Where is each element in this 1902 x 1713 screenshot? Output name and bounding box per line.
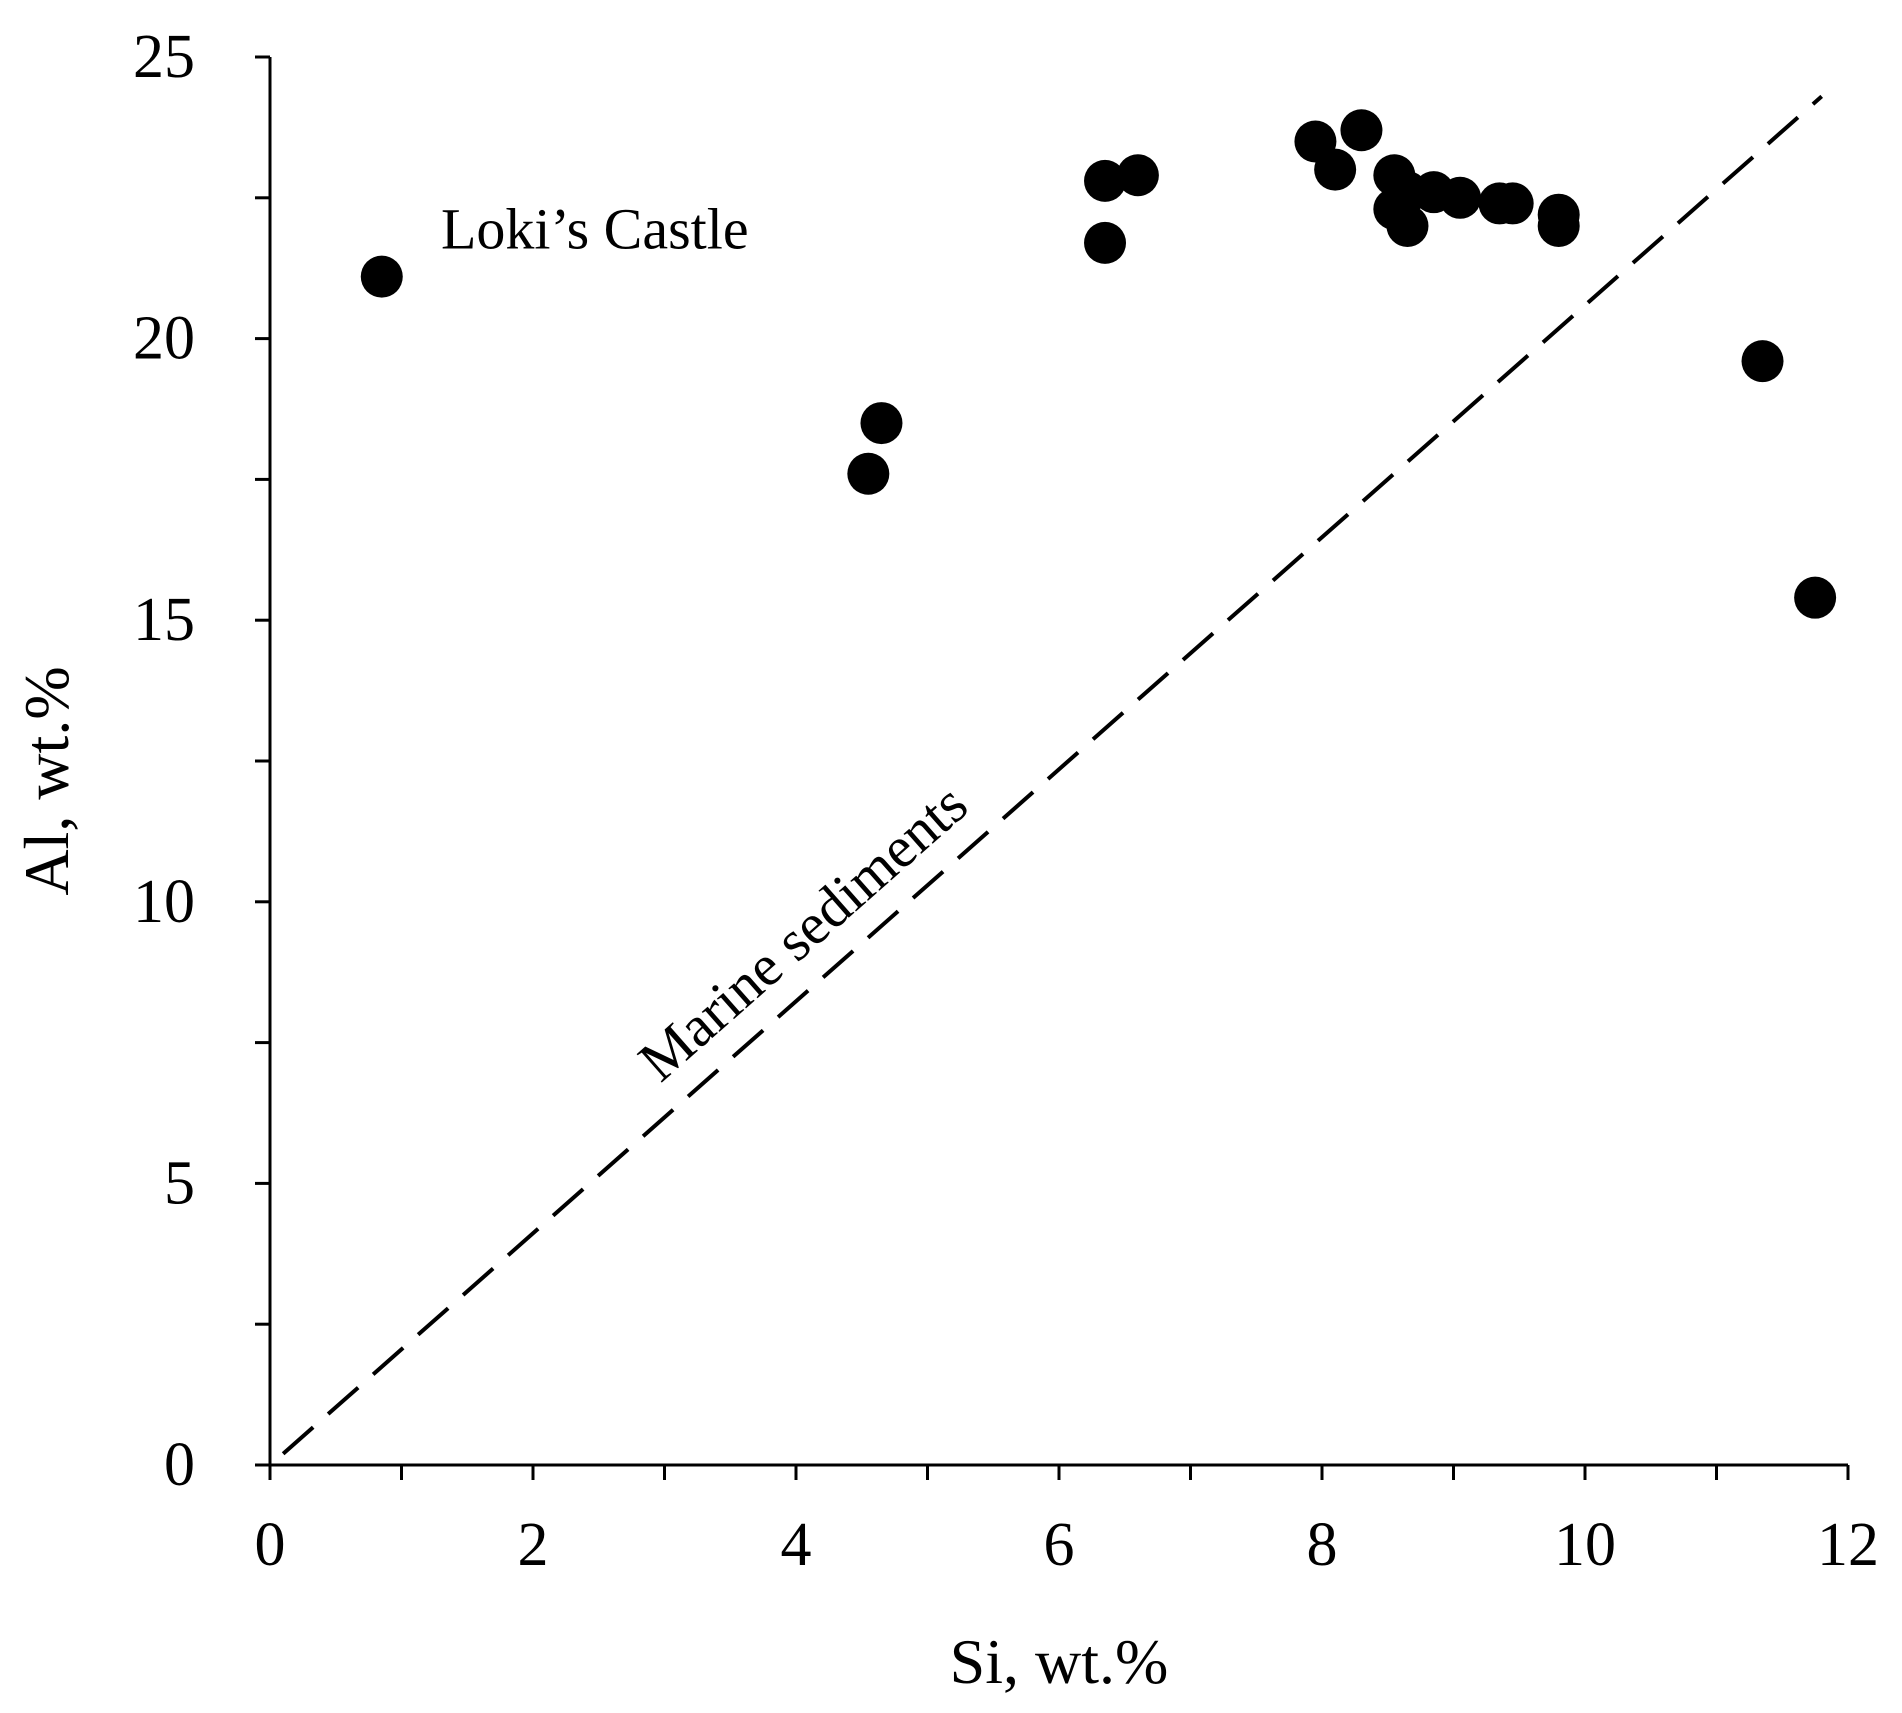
- reference-line-group: Marine sediments: [281, 94, 1824, 1456]
- reference-line: [281, 94, 1824, 1456]
- y-tick-label: 10: [133, 868, 195, 936]
- y-tick-label: 5: [164, 1149, 195, 1217]
- y-axis-title: Al, wt.%: [11, 666, 82, 895]
- x-tick-label: 6: [1044, 1511, 1075, 1579]
- data-point: [1491, 182, 1534, 225]
- x-tick-label: 2: [518, 1511, 549, 1579]
- data-point: [847, 452, 890, 495]
- data-point: [360, 255, 403, 298]
- x-tick-label: 4: [781, 1511, 812, 1579]
- y-tick-label: 0: [164, 1431, 195, 1499]
- data-point: [1340, 109, 1383, 152]
- data-point: [1116, 154, 1159, 197]
- data-point: [1794, 576, 1837, 619]
- x-tick-label: 10: [1554, 1511, 1616, 1579]
- data-point: [860, 402, 903, 445]
- axes: 0 2 4 6 8 10 12 0 5 10 15 20 25: [133, 23, 1879, 1579]
- x-axis-title: Si, wt.%: [950, 1626, 1169, 1697]
- data-point: [1439, 176, 1482, 219]
- data-point: [1314, 148, 1357, 191]
- x-tick-label: 8: [1307, 1511, 1338, 1579]
- data-point: [1084, 221, 1127, 264]
- data-point: [1741, 340, 1784, 383]
- data-points: [360, 109, 1837, 619]
- annotation-label: Loki’s Castle: [441, 196, 749, 261]
- y-tick-label: 15: [133, 586, 195, 654]
- data-point: [1386, 204, 1429, 247]
- axis-labels: Si, wt.% Al, wt.%: [11, 666, 1168, 1697]
- reference-line-label: Marine sediments: [626, 771, 979, 1094]
- y-tick-label: 20: [133, 305, 195, 373]
- x-tick-label: 12: [1817, 1511, 1879, 1579]
- x-tick-label: 0: [255, 1511, 286, 1579]
- y-tick-label: 25: [133, 23, 195, 91]
- annotations: Loki’s Castle: [441, 196, 749, 261]
- data-point: [1084, 159, 1127, 202]
- data-point: [1537, 204, 1580, 247]
